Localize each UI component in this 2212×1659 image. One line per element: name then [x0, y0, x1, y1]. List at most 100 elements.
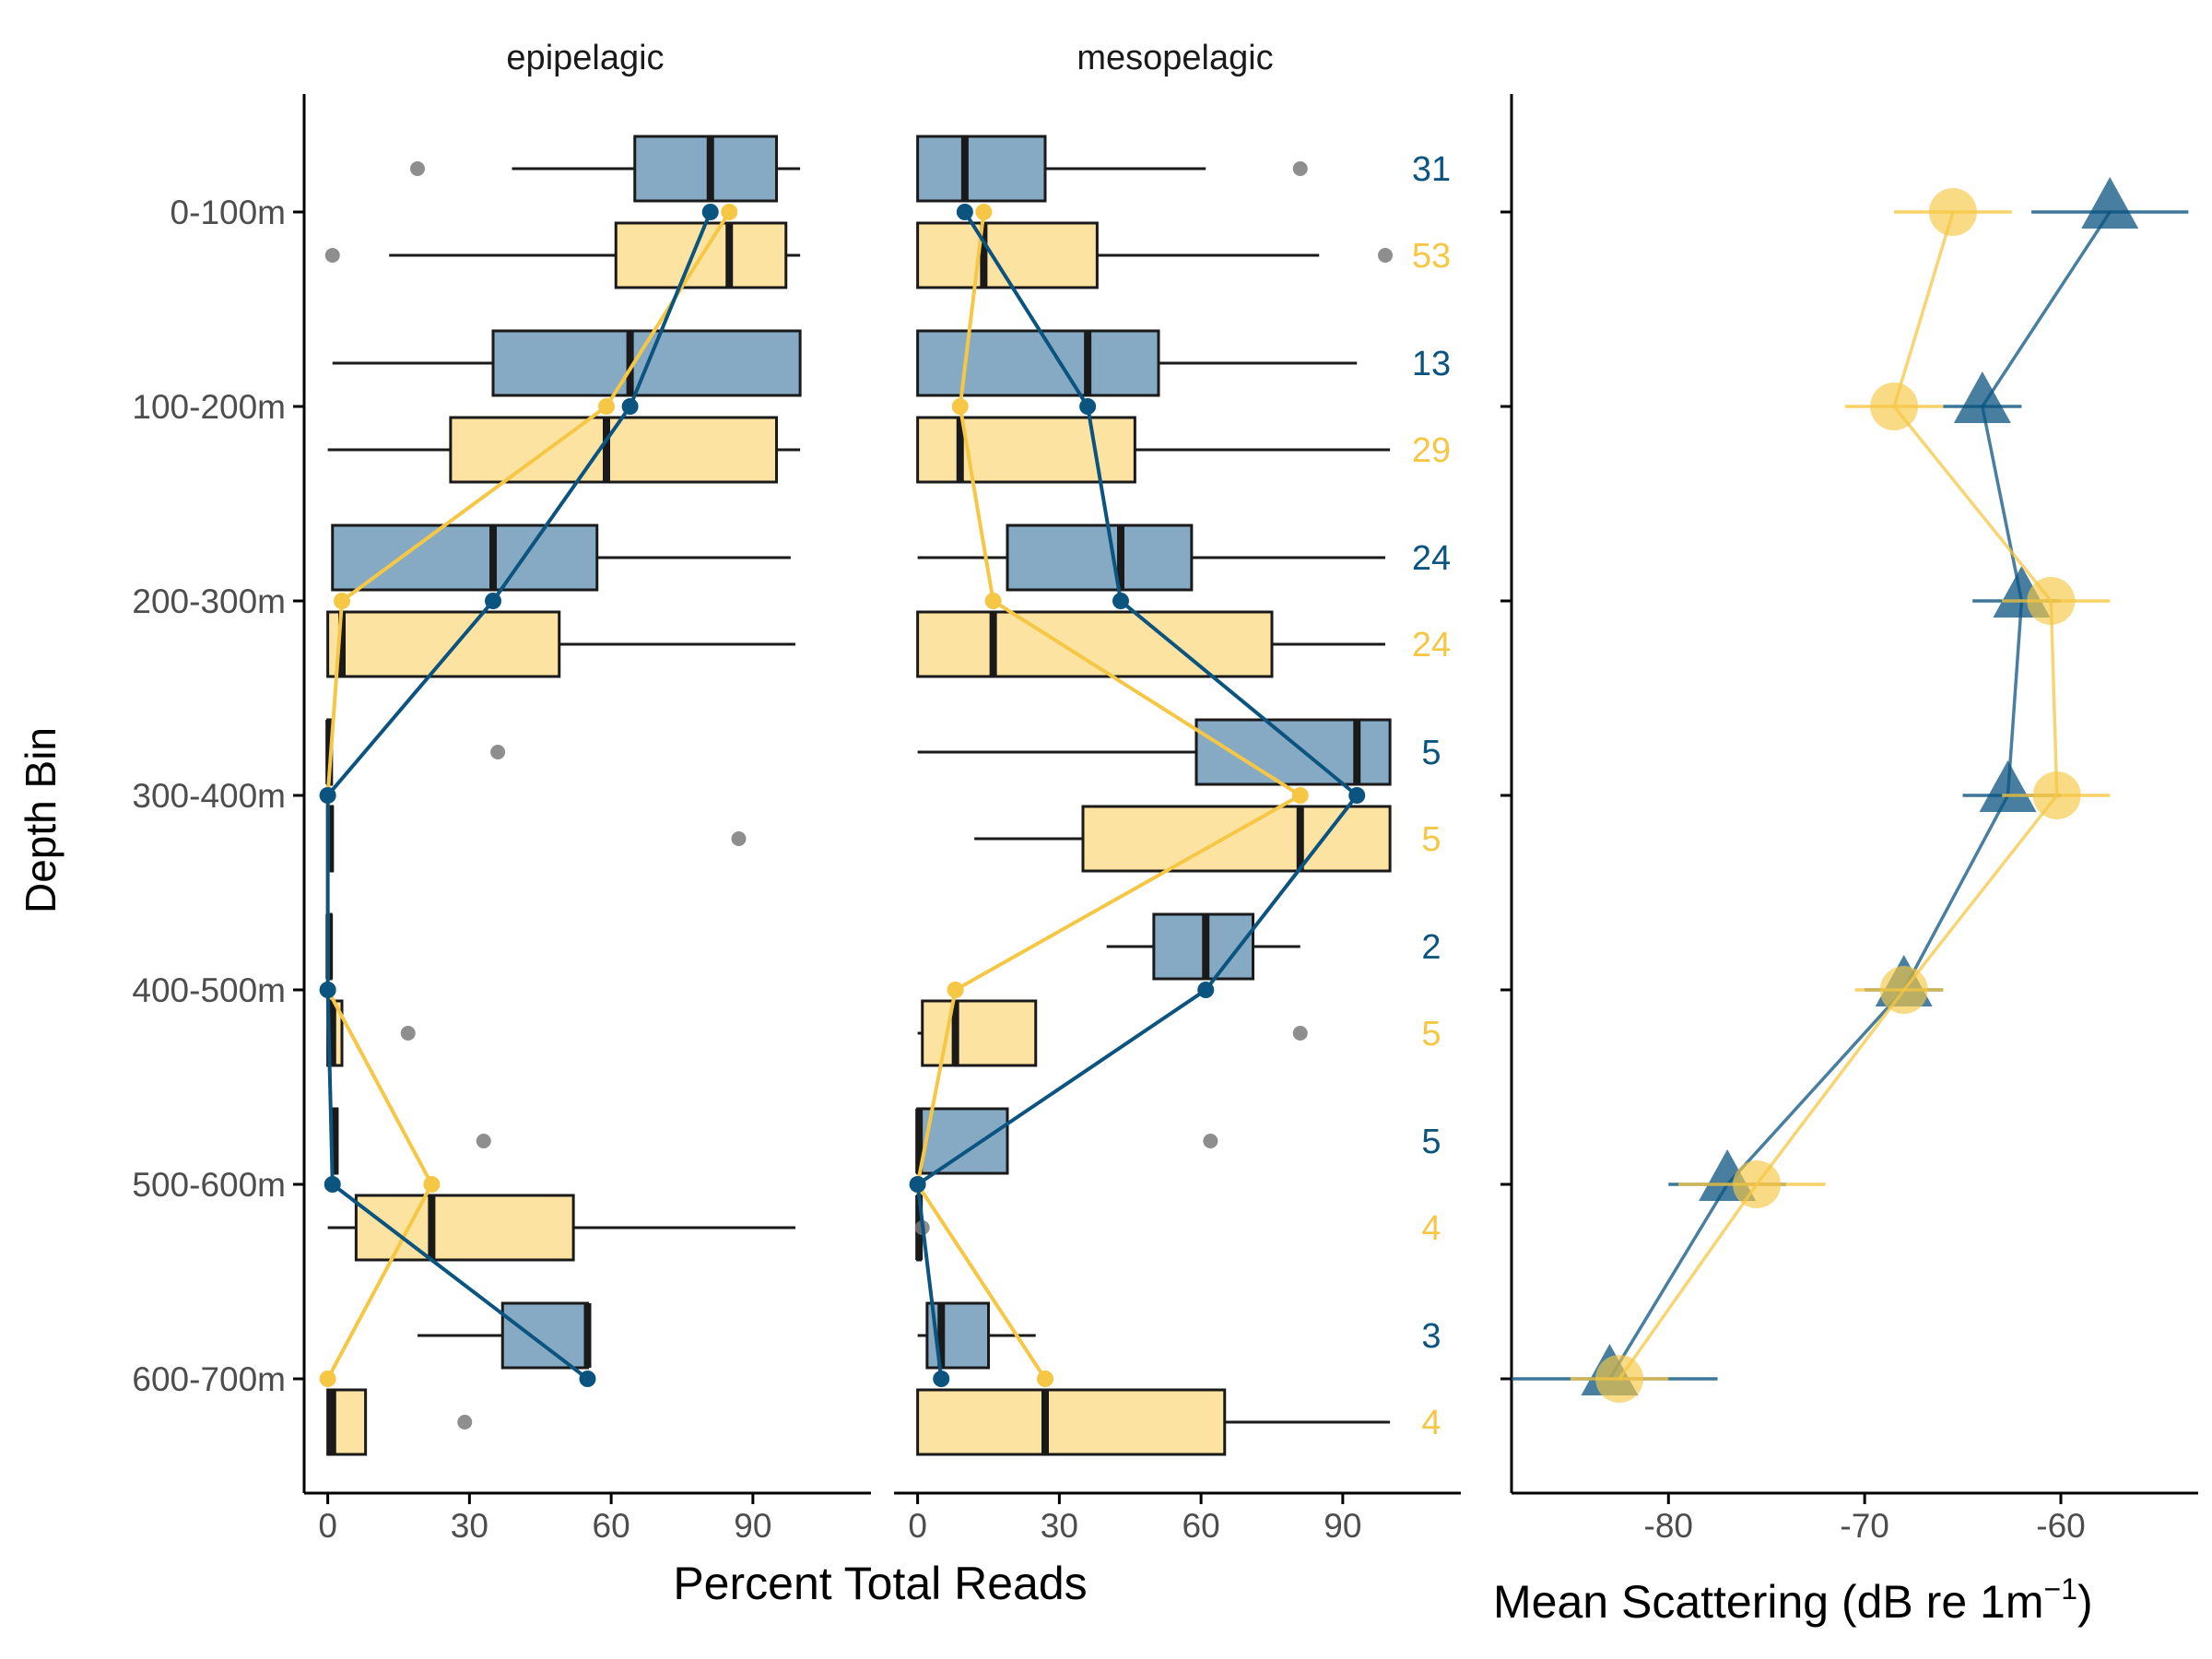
- mesopelagic-trend-point: [1197, 982, 1215, 998]
- mesopelagic-count-label: 5: [1421, 734, 1441, 772]
- y-tick-label: 500-600m: [132, 1166, 286, 1204]
- mesopelagic-outlier: [1203, 1134, 1218, 1148]
- x-tick-label: 30: [451, 1507, 488, 1545]
- epipelagic-trend-point: [947, 982, 964, 998]
- epipelagic-circle-marker: [2027, 577, 2076, 625]
- mesopelagic-trend-point: [933, 1371, 950, 1387]
- epipelagic-circle-marker: [1870, 382, 1919, 430]
- epipelagic-count-label: 53: [1412, 237, 1451, 276]
- epipelagic-circle-marker: [1928, 188, 1977, 236]
- epipelagic-trend-point: [984, 593, 1002, 609]
- x-axis-title-reads: Percent Total Reads: [673, 1558, 1087, 1609]
- epipelagic-trend-point: [975, 204, 993, 220]
- epipelagic-box: [916, 416, 1136, 484]
- epipelagic-trend-point: [1291, 787, 1309, 804]
- mesopelagic-count-label: 3: [1421, 1317, 1441, 1356]
- mesopelagic-count-label: 31: [1412, 150, 1451, 189]
- x-axis-title-scattering-close: ): [2077, 1576, 2093, 1628]
- epipelagic-trend-point: [319, 1371, 336, 1387]
- epipelagic-count-label: 5: [1421, 1015, 1441, 1053]
- mesopelagic-outlier: [410, 161, 425, 176]
- y-tick-label: 200-300m: [132, 582, 286, 620]
- epipelagic-trend-point: [1037, 1371, 1053, 1387]
- epipelagic-box: [1081, 805, 1392, 873]
- epipelagic-box: [916, 1388, 1227, 1456]
- mesopelagic-triangle-marker: [1953, 371, 2011, 423]
- epipelagic-count-label: 24: [1412, 626, 1451, 665]
- mesopelagic-count-label: 2: [1421, 928, 1441, 967]
- epipelagic-trend-point: [423, 1176, 441, 1193]
- epipelagic-outlier: [324, 248, 340, 263]
- epipelagic-trend-point: [721, 204, 738, 220]
- x-tick-label: 0: [318, 1507, 337, 1545]
- mesopelagic-trend-point: [1348, 787, 1366, 804]
- strip-label-epipelagic: epipelagic: [506, 39, 664, 77]
- mesopelagic-count-label: 5: [1421, 1123, 1441, 1161]
- epipelagic-count-label: 4: [1421, 1404, 1441, 1442]
- epipelagic-count-label: 29: [1412, 431, 1451, 470]
- mesopelagic-triangle-marker: [1979, 760, 2037, 812]
- epipelagic-outlier: [457, 1415, 473, 1430]
- x-axis-title-scattering: Mean Scattering (dB re 1m−1): [1493, 1572, 2093, 1628]
- x-axis-title-scattering-sup: −1: [2044, 1572, 2077, 1606]
- mesopelagic-box: [916, 329, 1160, 397]
- mesopelagic-trend-point: [319, 982, 336, 998]
- x-tick-label: 60: [593, 1507, 630, 1545]
- mesopelagic-box: [916, 135, 1047, 203]
- epipelagic-outlier: [1292, 1026, 1308, 1041]
- epipelagic-box: [921, 999, 1038, 1067]
- mesopelagic-trend-point: [701, 204, 719, 220]
- x-tick-label: -80: [1644, 1507, 1693, 1545]
- x-tick-label: 60: [1182, 1507, 1220, 1545]
- epipelagic-outlier: [400, 1026, 416, 1041]
- x-tick-label: -70: [1840, 1507, 1888, 1545]
- x-tick-label: 30: [1041, 1507, 1078, 1545]
- mesopelagic-trend-point: [579, 1371, 596, 1387]
- epipelagic-count-label: 5: [1421, 820, 1441, 859]
- mesopelagic-panel: 0 30 60 90: [894, 135, 1461, 1545]
- mesopelagic-box: [633, 135, 778, 203]
- x-axis-title-scattering-main: Mean Scattering (dB re 1m: [1493, 1576, 2044, 1628]
- y-tick-label: 0-100m: [171, 194, 286, 231]
- mesopelagic-triangle-marker: [2081, 177, 2139, 229]
- epipelagic-circle-marker: [1879, 966, 1928, 1014]
- mesopelagic-trend-point: [621, 398, 639, 415]
- x-tick-label: 0: [908, 1507, 927, 1545]
- mesopelagic-trend-point: [1112, 593, 1129, 609]
- mesopelagic-outlier: [476, 1134, 491, 1148]
- mesopelagic-trend-point: [485, 593, 501, 609]
- x-tick-label: 90: [1324, 1507, 1361, 1545]
- epipelagic-trend-point: [334, 593, 350, 609]
- mesopelagic-trend-point: [319, 787, 336, 804]
- epipelagic-trend-point: [598, 398, 615, 415]
- epipelagic-panel: 0-100m 100-200m 200-300m 300-400m 400-500m 50…: [132, 94, 871, 1545]
- epipelagic-outlier: [731, 831, 747, 846]
- mesopelagic-trend-point: [909, 1176, 926, 1193]
- mesopelagic-count-label: 24: [1412, 539, 1451, 578]
- epipelagic-box: [326, 610, 561, 678]
- mesopelagic-box: [1006, 524, 1194, 592]
- y-tick-label: 400-500m: [132, 971, 286, 1009]
- mesopelagic-trend-point: [324, 1176, 341, 1193]
- y-tick-label: 600-700m: [132, 1360, 286, 1398]
- mesopelagic-count-label: 13: [1412, 345, 1451, 383]
- mesopelagic-box: [1194, 718, 1392, 786]
- x-tick-label: 90: [734, 1507, 771, 1545]
- epipelagic-circle-marker: [2032, 771, 2081, 819]
- y-axis-title: Depth Bin: [17, 727, 65, 913]
- mesopelagic-box: [331, 524, 599, 592]
- mesopelagic-trend-point: [1079, 398, 1097, 415]
- y-tick-label: 300-400m: [132, 777, 286, 815]
- mesopelagic-box: [500, 1301, 589, 1370]
- epipelagic-outlier: [1378, 248, 1393, 263]
- epipelagic-count-label: 4: [1421, 1209, 1441, 1248]
- epipelagic-circle-marker: [1595, 1355, 1644, 1403]
- mesopelagic-outlier: [490, 745, 506, 759]
- strip-label-mesopelagic: mesopelagic: [1077, 39, 1273, 77]
- mesopelagic-trend-point: [956, 204, 973, 220]
- y-tick-label: 100-200m: [132, 388, 286, 426]
- epipelagic-trend-point: [951, 398, 969, 415]
- x-tick-label: -60: [2036, 1507, 2085, 1545]
